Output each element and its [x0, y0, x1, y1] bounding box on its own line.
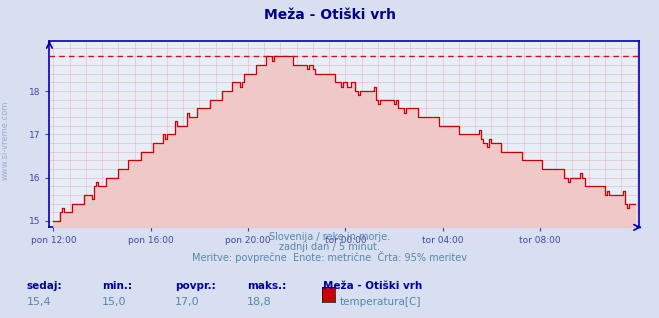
Text: Meža - Otiški vrh: Meža - Otiški vrh: [264, 8, 395, 22]
Text: temperatura[C]: temperatura[C]: [339, 297, 421, 307]
Text: maks.:: maks.:: [247, 281, 287, 291]
Text: povpr.:: povpr.:: [175, 281, 215, 291]
Text: www.si-vreme.com: www.si-vreme.com: [1, 100, 10, 180]
Text: 15,4: 15,4: [26, 297, 51, 307]
Text: sedaj:: sedaj:: [26, 281, 62, 291]
Text: Meža - Otiški vrh: Meža - Otiški vrh: [323, 281, 422, 291]
Text: zadnji dan / 5 minut.: zadnji dan / 5 minut.: [279, 242, 380, 252]
Text: 17,0: 17,0: [175, 297, 199, 307]
Text: 15,0: 15,0: [102, 297, 127, 307]
Text: Slovenija / reke in morje.: Slovenija / reke in morje.: [269, 232, 390, 242]
Text: min.:: min.:: [102, 281, 132, 291]
Text: 18,8: 18,8: [247, 297, 272, 307]
Text: Meritve: povprečne  Enote: metrične  Črta: 95% meritev: Meritve: povprečne Enote: metrične Črta:…: [192, 251, 467, 263]
